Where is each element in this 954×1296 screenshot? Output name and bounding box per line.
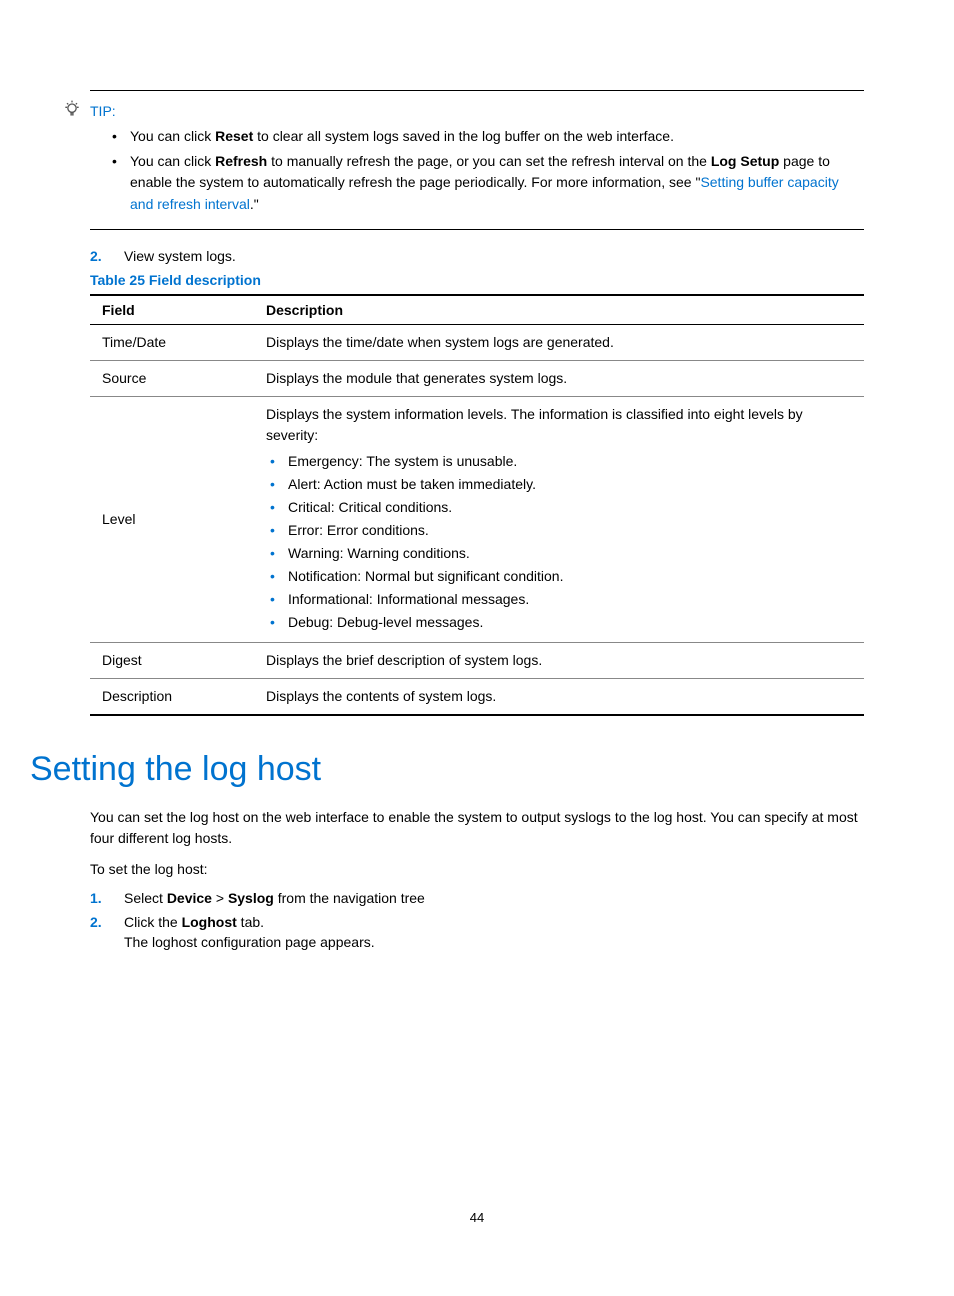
section-heading: Setting the log host (30, 750, 864, 789)
table-row: Description Displays the contents of sys… (90, 678, 864, 715)
text: You can click (130, 128, 215, 144)
text: > (212, 890, 228, 906)
cell-field: Description (90, 678, 260, 715)
table-row: Level Displays the system information le… (90, 396, 864, 642)
text: to manually refresh the page, or you can… (267, 153, 711, 169)
cell-field: Time/Date (90, 324, 260, 360)
field-description-table: Field Description Time/Date Displays the… (90, 294, 864, 716)
table-caption: Table 25 Field description (90, 272, 864, 288)
col-header-description: Description (260, 295, 864, 325)
step-number: 1. (90, 890, 106, 906)
step-2: 2. View system logs. (90, 248, 864, 264)
list-item: Debug: Debug-level messages. (266, 611, 858, 634)
step-text: Select Device > Syslog from the navigati… (124, 890, 425, 906)
list-item: Emergency: The system is unusable. (266, 450, 858, 473)
cell-description: Displays the time/date when system logs … (260, 324, 864, 360)
list-item: Notification: Normal but significant con… (266, 565, 858, 588)
tip-bullet-2: You can click Refresh to manually refres… (112, 151, 864, 216)
text: Click the (124, 914, 182, 930)
cell-description: Displays the contents of system logs. (260, 678, 864, 715)
text: Select (124, 890, 167, 906)
step-text: View system logs. (124, 248, 236, 264)
text: to clear all system logs saved in the lo… (253, 128, 674, 144)
device-bold: Device (167, 890, 212, 906)
text: You can click (130, 153, 215, 169)
page-number: 44 (90, 1210, 864, 1225)
list-item: Informational: Informational messages. (266, 588, 858, 611)
list-item: Warning: Warning conditions. (266, 542, 858, 565)
reset-bold: Reset (215, 128, 253, 144)
cell-description: Displays the brief description of system… (260, 642, 864, 678)
list-item: Error: Error conditions. (266, 519, 858, 542)
step-number: 2. (90, 248, 106, 264)
loghost-bold: Loghost (182, 914, 237, 930)
cell-description: Displays the system information levels. … (260, 396, 864, 642)
tip-header: TIP: (62, 99, 864, 122)
table-row: Digest Displays the brief description of… (90, 642, 864, 678)
tip-block: TIP: You can click Reset to clear all sy… (90, 90, 864, 230)
table-header-row: Field Description (90, 295, 864, 325)
lead-paragraph: To set the log host: (90, 859, 864, 880)
step-2-loghost: 2. Click the Loghost tab. (90, 914, 864, 930)
list-item: Alert: Action must be taken immediately. (266, 473, 858, 496)
step-text: Click the Loghost tab. (124, 914, 264, 930)
text: ." (250, 196, 259, 212)
tip-bullet-list: You can click Reset to clear all system … (112, 126, 864, 216)
text: from the navigation tree (274, 890, 425, 906)
table-row: Time/Date Displays the time/date when sy… (90, 324, 864, 360)
cell-field: Digest (90, 642, 260, 678)
syslog-bold: Syslog (228, 890, 274, 906)
tip-bullet-1: You can click Reset to clear all system … (112, 126, 864, 148)
step-number: 2. (90, 914, 106, 930)
cell-field: Level (90, 396, 260, 642)
table-row: Source Displays the module that generate… (90, 360, 864, 396)
refresh-bold: Refresh (215, 153, 267, 169)
col-header-field: Field (90, 295, 260, 325)
step-1-loghost: 1. Select Device > Syslog from the navig… (90, 890, 864, 906)
step-2-subtext: The loghost configuration page appears. (124, 934, 864, 950)
list-item: Critical: Critical conditions. (266, 496, 858, 519)
level-intro: Displays the system information levels. … (266, 404, 858, 446)
cell-field: Source (90, 360, 260, 396)
cell-description: Displays the module that generates syste… (260, 360, 864, 396)
page-content: TIP: You can click Reset to clear all sy… (0, 0, 954, 1265)
intro-paragraph: You can set the log host on the web inte… (90, 807, 864, 849)
log-setup-bold: Log Setup (711, 153, 779, 169)
lightbulb-icon (62, 99, 82, 122)
level-list: Emergency: The system is unusable. Alert… (266, 450, 858, 635)
text: tab. (237, 914, 264, 930)
tip-label: TIP: (90, 103, 116, 119)
